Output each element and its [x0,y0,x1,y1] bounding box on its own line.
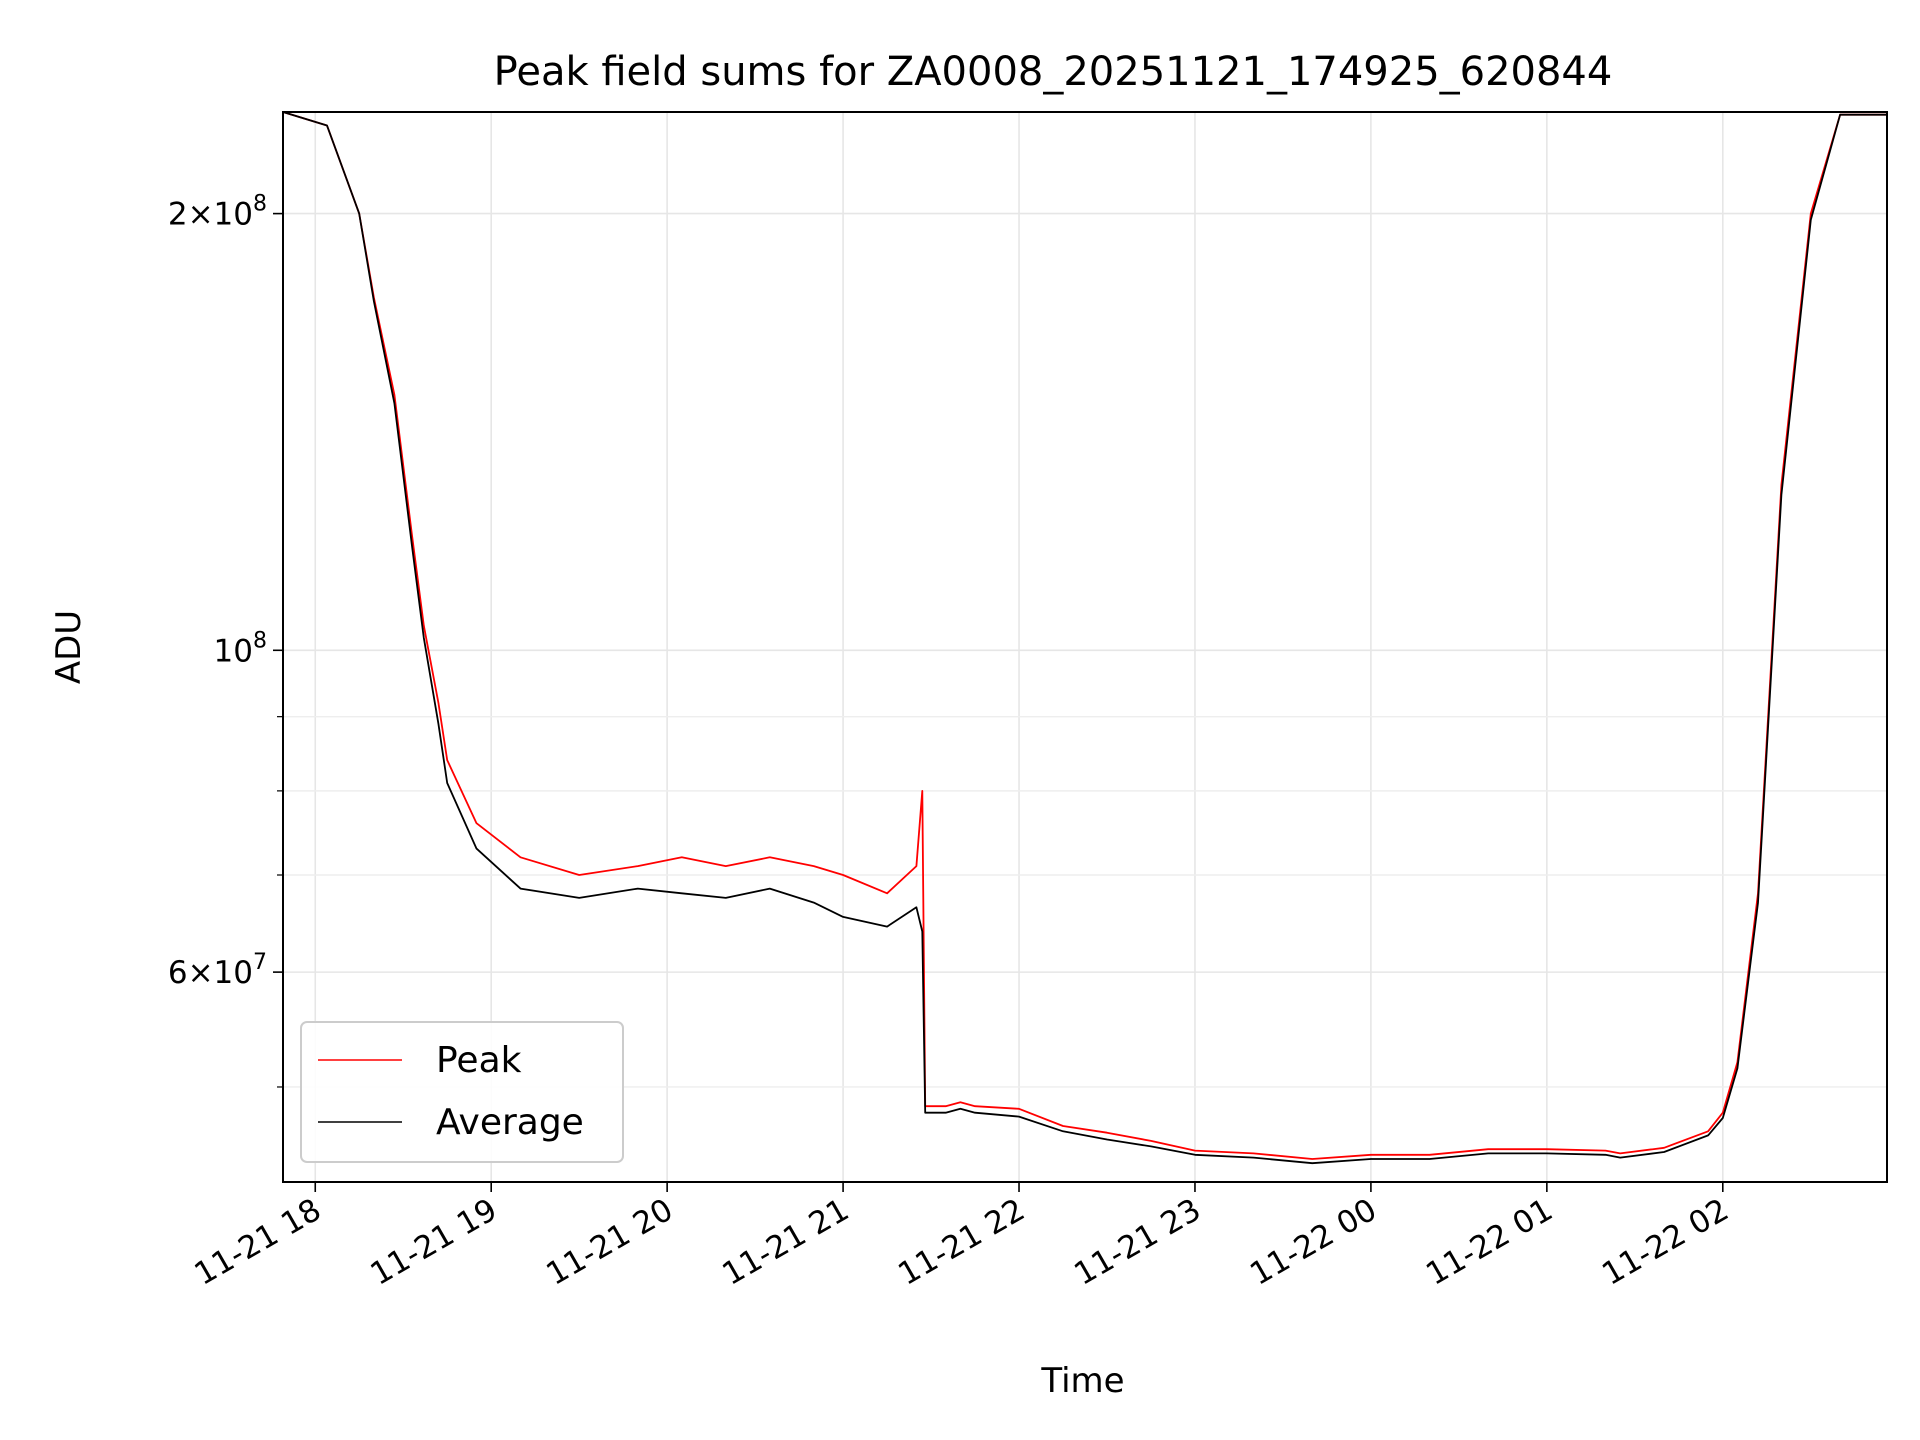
y-tick-label: 2×108 [168,192,267,233]
y-tick-label: 6×107 [168,950,267,991]
chart-title: Peak field sums for ZA0008_20251121_1749… [494,49,1613,95]
series-line-peak [282,111,1887,1160]
series-layer [282,111,1887,1165]
series-line-average [282,111,1887,1165]
plot-frame [282,111,1888,1183]
legend-label-peak: Peak [436,1040,522,1081]
legend: Peak Average [300,1021,624,1163]
legend-label-average: Average [436,1102,584,1143]
x-axis-title: Time [1040,1361,1124,1401]
y-axis-title: ADU [49,610,89,684]
y-axis-ticks: 2×108 108 6×107 [168,192,283,1088]
y-tick-label: 108 [214,628,267,669]
grid [283,112,1887,1182]
legend-box [300,1021,624,1163]
